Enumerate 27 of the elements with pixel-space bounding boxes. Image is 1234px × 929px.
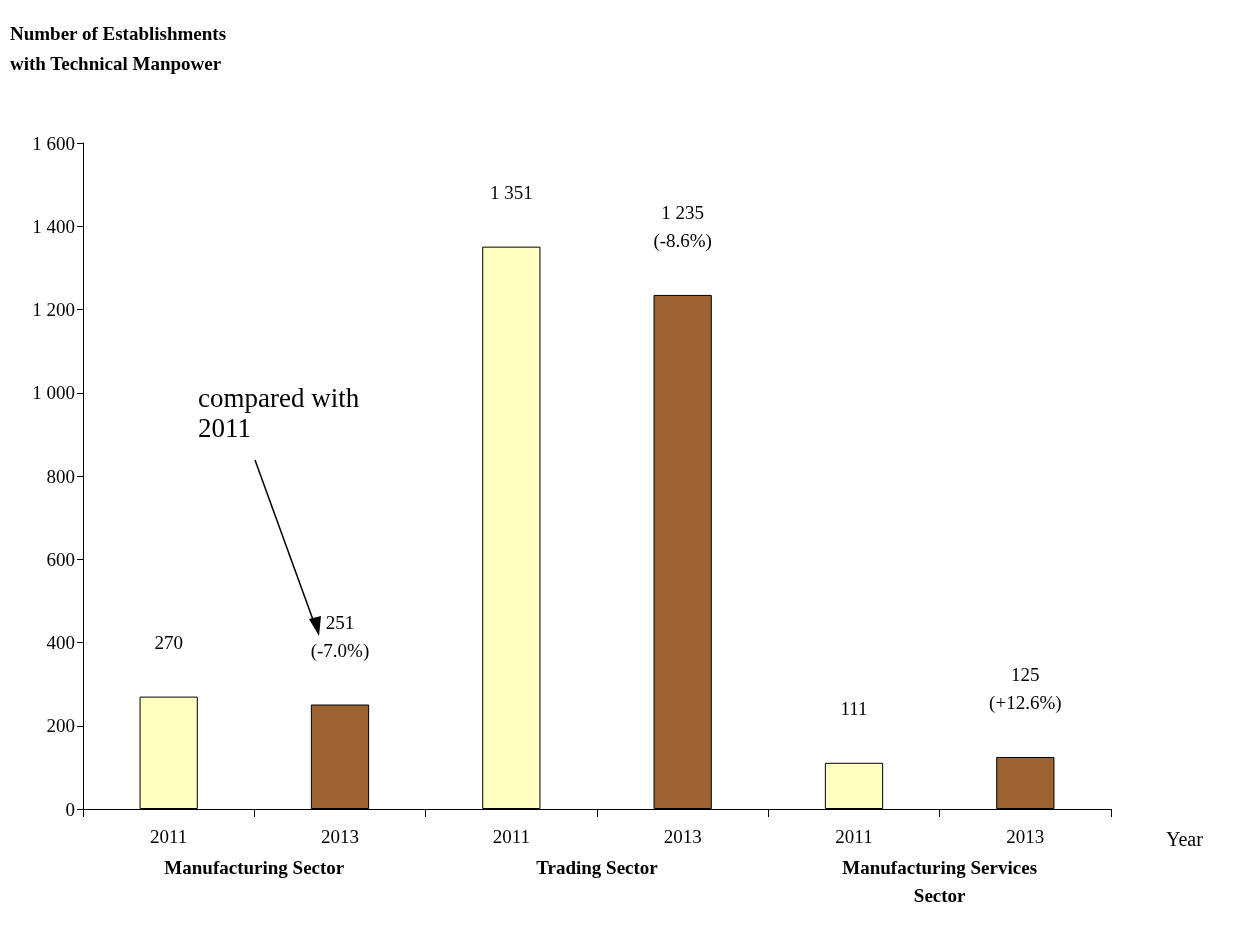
x-axis-title: Year [1166,828,1204,850]
data-label: 1 235 (-8.6%) [653,202,712,253]
y-tick-label: 200 [46,715,75,737]
y-tick-label: 1 600 [32,132,75,154]
x-tick-label: 2013 [663,826,702,847]
x-tick-label: 2011 [150,826,188,847]
x-tick-label: 2011 [835,826,873,847]
y-tick-label: 0 [65,798,75,820]
y-tick-label: 1 200 [32,299,75,320]
annotation: compared with 2011 [198,383,360,443]
data-label: 1 351 [489,182,533,204]
y-tick-label: 600 [46,548,75,570]
y-tick-label: 1 400 [32,215,75,237]
x-tick-label: 2013 [1006,826,1045,847]
x-tick-label: 2013 [321,826,359,847]
text: Manufacturing Sector [164,856,345,878]
y-axis-title: Number of Establishments with Technical Manpower [10,22,227,74]
text: Trading Sector [536,856,659,878]
text: Manufacturing Services Sector [842,856,1038,906]
data-label: 111 [840,698,868,720]
y-tick-label: 1 000 [32,382,75,404]
data-label: 251 (-7.0%) [310,612,370,663]
data-label: 270 [154,632,183,654]
y-tick-label: 800 [46,465,75,487]
x-tick-label: 2011 [492,826,530,847]
data-label: 125 (+12.6%) [989,664,1062,715]
y-tick-label: 400 [46,632,75,653]
